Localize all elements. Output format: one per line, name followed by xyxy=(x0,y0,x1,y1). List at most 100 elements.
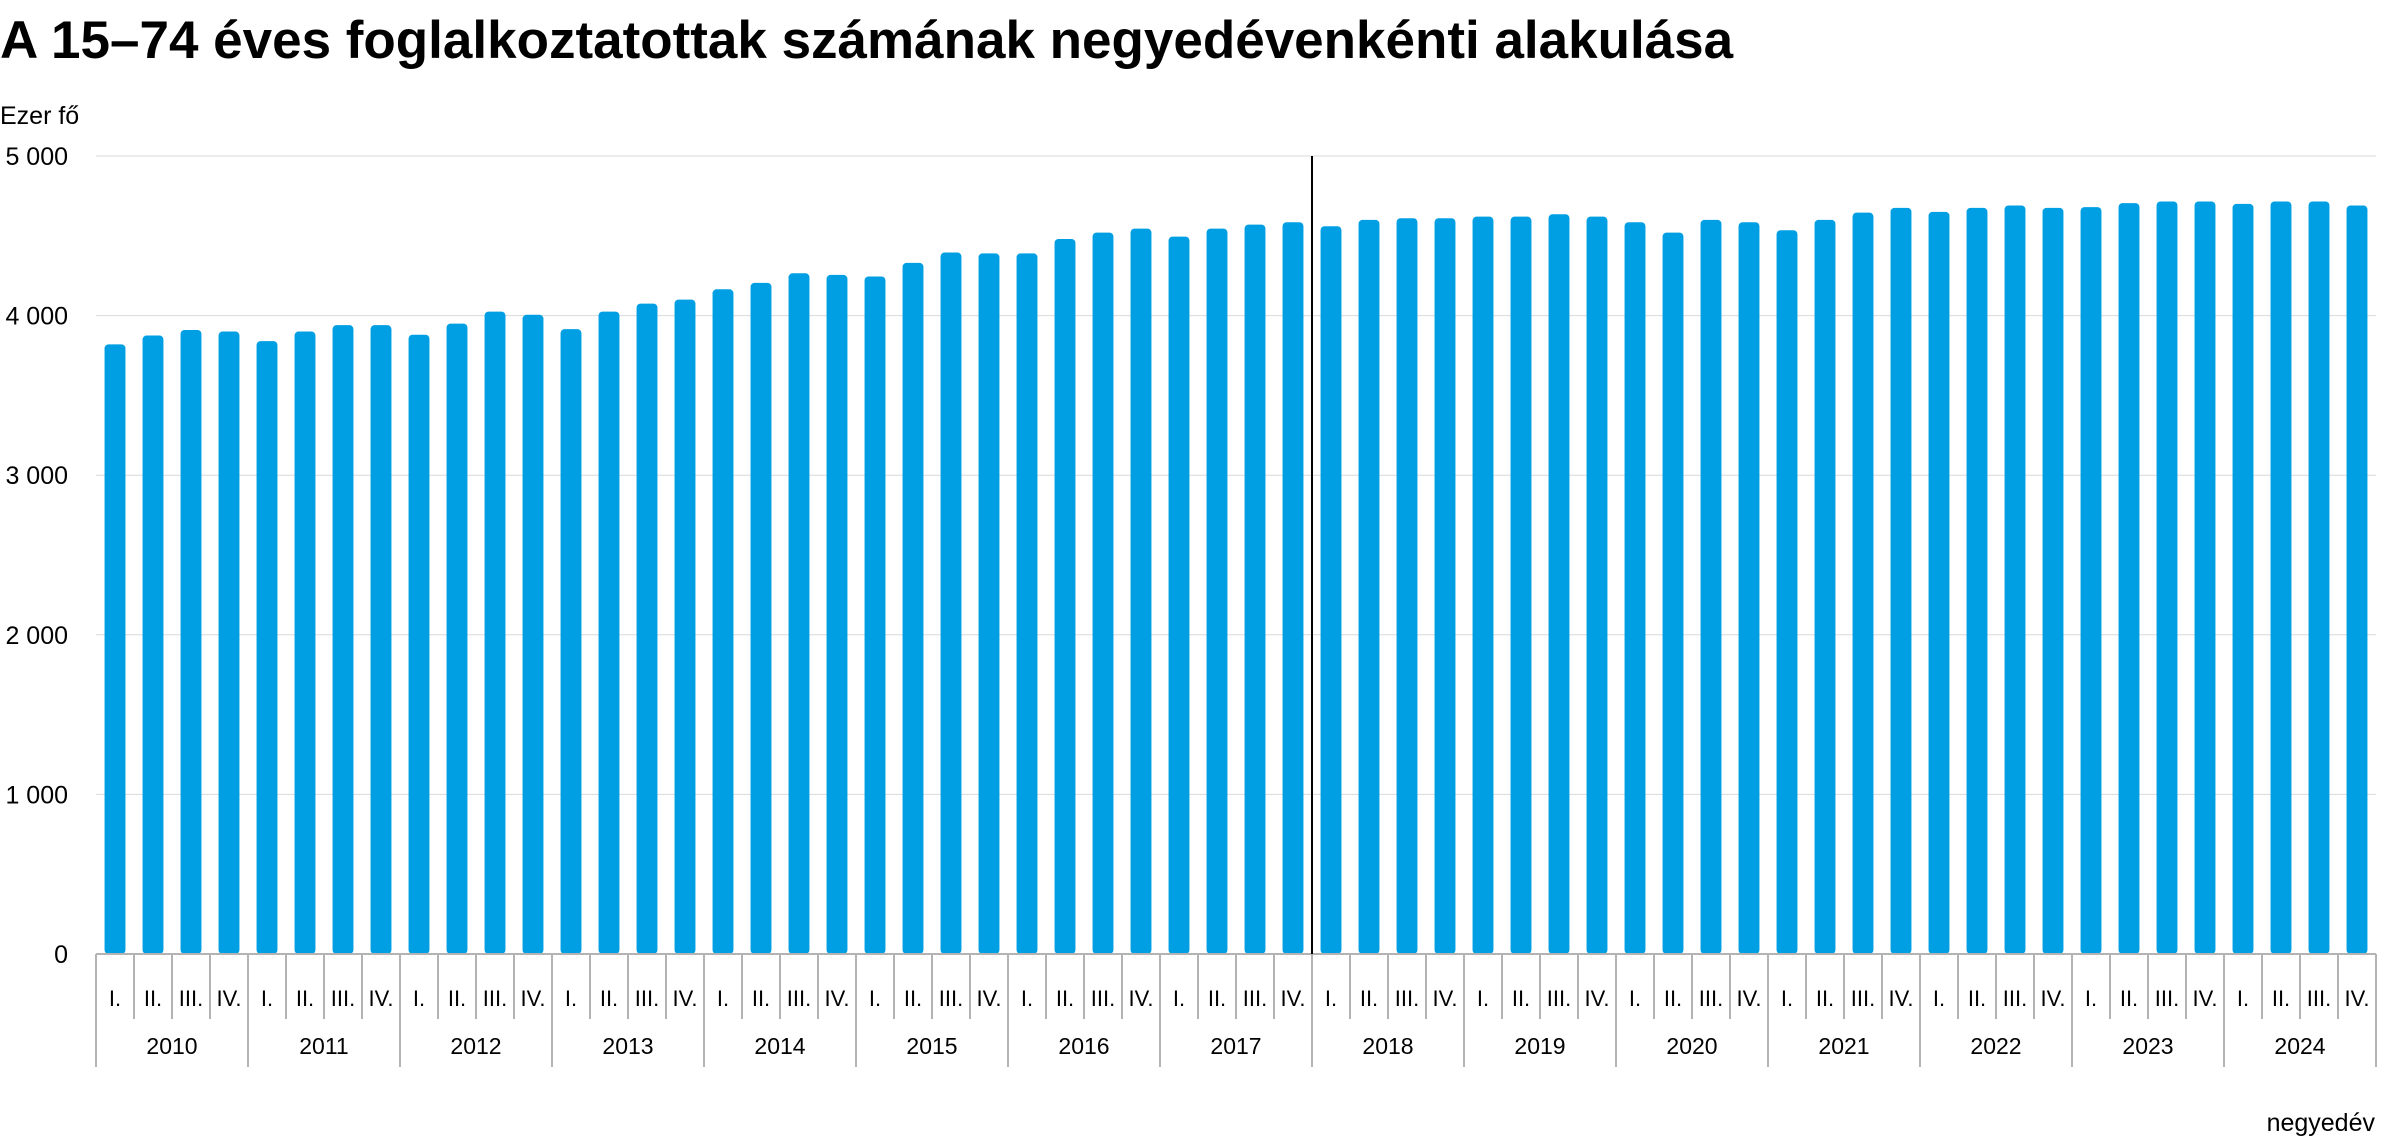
bar xyxy=(1624,222,1646,954)
quarter-label: II. xyxy=(1512,986,1530,1011)
quarter-label: II. xyxy=(1816,986,1834,1011)
quarter-label: II. xyxy=(752,986,770,1011)
bar xyxy=(104,344,126,954)
bar xyxy=(1966,207,1988,954)
quarter-label: IV. xyxy=(369,986,394,1011)
quarter-label: II. xyxy=(144,986,162,1011)
quarter-label: I. xyxy=(1781,986,1793,1011)
bar xyxy=(864,276,886,954)
bar xyxy=(294,331,316,954)
y-tick-label: 3 000 xyxy=(5,462,68,490)
bar xyxy=(2308,201,2330,955)
grid-layer xyxy=(96,155,2376,795)
bar xyxy=(2346,205,2368,954)
quarter-label: I. xyxy=(261,986,273,1011)
year-label: 2010 xyxy=(146,1033,197,1059)
year-label: 2015 xyxy=(906,1033,957,1059)
bar xyxy=(1168,236,1190,954)
quarter-label: III. xyxy=(1243,986,1267,1011)
bar xyxy=(636,303,658,954)
quarter-label: II. xyxy=(1208,986,1226,1011)
bar xyxy=(332,325,354,954)
y-tick-label: 0 xyxy=(54,941,68,969)
bar xyxy=(218,331,240,954)
year-label: 2014 xyxy=(754,1033,805,1059)
bar xyxy=(1814,219,1836,955)
quarter-label: III. xyxy=(939,986,963,1011)
bar xyxy=(180,329,202,954)
bar xyxy=(1738,222,1760,954)
year-label: 2018 xyxy=(1362,1033,1413,1059)
bar xyxy=(1282,222,1304,954)
quarter-label: III. xyxy=(787,986,811,1011)
quarter-label: IV. xyxy=(1585,986,1610,1011)
axis-layer: 0 1 000 2 000 3 000 4 000 5 000 I. II. III. IV. I.… xyxy=(5,143,2377,1067)
year-label: 2020 xyxy=(1666,1033,1717,1059)
bar xyxy=(1700,219,1722,955)
quarter-label: I. xyxy=(109,986,121,1011)
quarter-label: II. xyxy=(2272,986,2290,1011)
y-tick-label: 2 000 xyxy=(5,622,68,650)
quarter-label: II. xyxy=(296,986,314,1011)
bar xyxy=(1662,232,1684,954)
quarter-label: I. xyxy=(1933,986,1945,1011)
bar xyxy=(1890,207,1912,954)
quarter-label: II. xyxy=(1968,986,1986,1011)
bar-layer xyxy=(104,201,2368,955)
bar xyxy=(902,262,924,954)
quarter-label: III. xyxy=(2307,986,2331,1011)
quarter-label: I. xyxy=(1173,986,1185,1011)
quarter-label: IV. xyxy=(1129,986,1154,1011)
bar xyxy=(940,252,962,955)
bar xyxy=(446,323,468,955)
quarter-label: III. xyxy=(2003,986,2027,1011)
quarter-label: III. xyxy=(1547,986,1571,1011)
quarter-label: III. xyxy=(179,986,203,1011)
quarter-label: I. xyxy=(413,986,425,1011)
bar xyxy=(522,314,544,954)
bar xyxy=(1776,230,1798,955)
bar xyxy=(2194,201,2216,955)
quarter-label: II. xyxy=(1664,986,1682,1011)
bar xyxy=(2232,203,2254,954)
bar xyxy=(2080,207,2102,954)
bar xyxy=(1928,211,1950,955)
bar xyxy=(674,299,696,954)
quarter-label: II. xyxy=(448,986,466,1011)
bar xyxy=(1016,253,1038,954)
quarter-label: IV. xyxy=(1281,986,1306,1011)
bar xyxy=(1434,218,1456,954)
bar xyxy=(2270,201,2292,955)
quarter-label: I. xyxy=(1021,986,1033,1011)
quarter-label: III. xyxy=(635,986,659,1011)
quarter-label: II. xyxy=(904,986,922,1011)
chart-title: A 15–74 éves foglalkoztatottak számának … xyxy=(0,11,1734,70)
bar xyxy=(484,311,506,954)
year-label: 2022 xyxy=(1970,1033,2021,1059)
y-axis-label: Ezer fő xyxy=(0,102,79,130)
bar xyxy=(256,341,278,954)
quarter-label: II. xyxy=(1056,986,1074,1011)
quarter-label: III. xyxy=(1851,986,1875,1011)
year-label: 2011 xyxy=(299,1033,348,1059)
bar xyxy=(1510,216,1532,954)
bar xyxy=(1396,218,1418,954)
bar xyxy=(1244,224,1266,955)
bar xyxy=(2004,205,2026,954)
bar xyxy=(370,325,392,954)
quarter-label: IV. xyxy=(2041,986,2066,1011)
bar xyxy=(1320,226,1342,954)
bar xyxy=(1130,228,1152,955)
year-label: 2013 xyxy=(602,1033,653,1059)
bar xyxy=(1852,212,1874,954)
bar xyxy=(2118,203,2140,954)
quarter-label: II. xyxy=(1360,986,1378,1011)
quarter-label: IV. xyxy=(521,986,546,1011)
quarter-label: IV. xyxy=(1889,986,1914,1011)
bar xyxy=(142,335,164,954)
quarter-label: III. xyxy=(331,986,355,1011)
year-label: 2012 xyxy=(450,1033,501,1059)
bar xyxy=(712,289,734,954)
quarter-label: IV. xyxy=(1433,986,1458,1011)
